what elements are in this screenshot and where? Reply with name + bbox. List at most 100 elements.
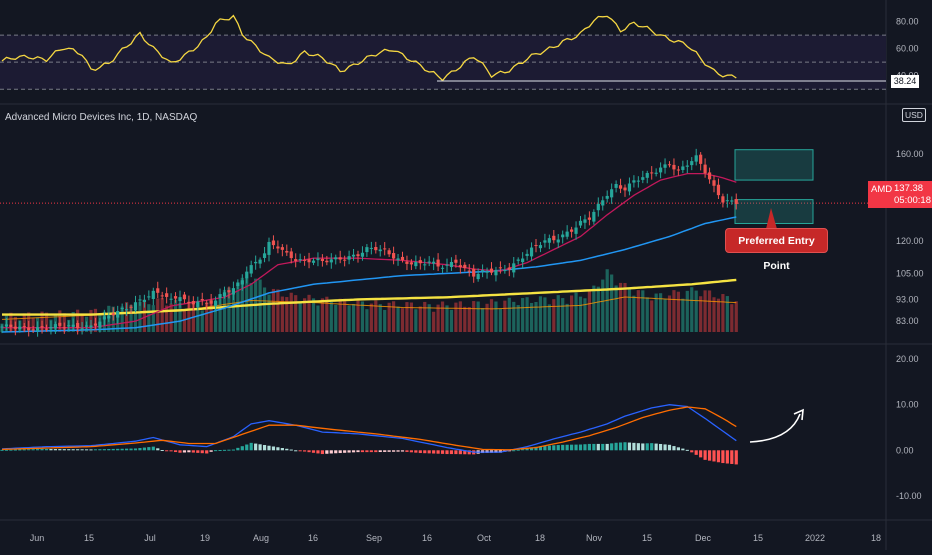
candle-body — [449, 261, 454, 268]
macd-histogram-bar — [378, 450, 382, 453]
volume-bar — [427, 304, 431, 332]
volume-bar — [151, 305, 155, 332]
volume-bar — [596, 286, 600, 332]
volume-bar — [650, 300, 654, 332]
volume-bar — [138, 301, 142, 332]
candle-body — [512, 263, 516, 273]
macd-histogram-bar — [538, 446, 543, 451]
volume-bar — [347, 305, 351, 332]
macd-histogram-bar — [409, 450, 413, 453]
time-tick-label: 15 — [753, 533, 763, 543]
candle-body — [667, 164, 672, 166]
candle-body — [685, 165, 689, 167]
macd-histogram-bar — [4, 449, 9, 451]
macd-histogram-bar — [84, 449, 89, 451]
chart-title: Advanced Micro Devices Inc, 1D, NASDAQ — [5, 112, 198, 123]
volume-bar — [654, 293, 658, 332]
axes: 80.0060.0040.00160.00140.00120.00105.009… — [30, 17, 924, 543]
candle-body — [67, 325, 71, 327]
volume-bar — [22, 313, 26, 332]
volume-bar — [507, 297, 511, 332]
volume-bar — [387, 302, 391, 332]
last-price-label: AMD 137.38 05:00:18 — [868, 181, 932, 208]
macd-histogram-bar — [254, 443, 258, 451]
macd-histogram-bar — [98, 449, 102, 451]
candle-body — [245, 271, 249, 279]
time-tick-label: 2022 — [805, 533, 825, 543]
candle-body — [351, 254, 356, 257]
candle-body — [525, 253, 529, 256]
candle-body — [538, 245, 543, 249]
volume-bar — [703, 290, 707, 332]
volume-bar — [423, 301, 427, 332]
candle-body — [116, 311, 120, 318]
candle-body — [53, 324, 57, 329]
macd-histogram-bar — [405, 450, 409, 452]
macd-histogram-bar — [592, 443, 596, 451]
macd-histogram-bar — [414, 450, 418, 453]
volume-bar — [676, 291, 680, 332]
candle-body — [147, 296, 151, 298]
macd-histogram-bar — [525, 448, 529, 451]
macd-histogram-bar — [356, 450, 360, 453]
macd-histogram-bar — [329, 450, 333, 454]
candle-body — [618, 185, 623, 189]
candle-body — [409, 262, 413, 265]
candle-body — [173, 296, 178, 299]
candle-body — [423, 264, 427, 266]
macd-histogram-bar — [102, 449, 106, 451]
volume-bar — [369, 303, 373, 332]
candle-body — [498, 267, 502, 269]
rsi-pane[interactable] — [0, 14, 886, 90]
macd-histogram-bar — [294, 450, 298, 452]
volume-bar — [543, 297, 547, 332]
candle-body — [285, 251, 289, 253]
trend-arrow-head — [793, 408, 804, 421]
volume-bar — [734, 301, 738, 332]
macd-histogram-bar — [169, 450, 173, 452]
candle-body — [636, 180, 640, 182]
candle-body — [392, 253, 396, 259]
candle-body — [432, 261, 436, 264]
candle-body — [222, 292, 227, 297]
candle-body — [227, 290, 231, 293]
macd-histogram-bar — [458, 450, 462, 455]
candle-body — [200, 299, 204, 301]
candle-body — [578, 220, 583, 226]
candle-body — [40, 326, 44, 328]
candle-body — [89, 325, 93, 328]
candle-body — [98, 321, 102, 328]
macd-histogram-bar — [467, 450, 471, 455]
volume-bar — [561, 298, 565, 332]
macd-pane[interactable] — [0, 404, 804, 465]
candle-body — [396, 258, 400, 260]
volume-bar — [325, 296, 329, 332]
candle-body — [623, 187, 627, 191]
candle-body — [476, 273, 480, 280]
macd-histogram-bar — [360, 450, 365, 453]
macd-histogram-bar — [387, 450, 391, 452]
macd-histogram-bar — [676, 447, 680, 451]
volume-bar — [214, 301, 218, 332]
time-tick-label: Jun — [30, 533, 45, 543]
volume-bar — [503, 300, 507, 332]
macd-histogram-bar — [262, 445, 267, 451]
macd-histogram-bar — [227, 449, 231, 451]
macd-histogram-bar — [249, 442, 253, 451]
price-pane[interactable] — [0, 148, 868, 337]
volume-bar — [392, 301, 396, 332]
macd-histogram-bar — [151, 446, 155, 451]
currency-badge[interactable]: USD — [902, 108, 926, 122]
volume-bar — [249, 282, 253, 332]
candle-body — [707, 172, 712, 180]
macd-histogram-bar — [694, 450, 698, 455]
macd-histogram-bar — [133, 448, 138, 451]
macd-histogram-bar — [685, 449, 689, 451]
candle-body — [445, 264, 449, 266]
volume-bar — [307, 294, 311, 332]
candle-body — [690, 161, 694, 166]
candle-body — [262, 253, 267, 258]
candle-body — [400, 256, 405, 261]
